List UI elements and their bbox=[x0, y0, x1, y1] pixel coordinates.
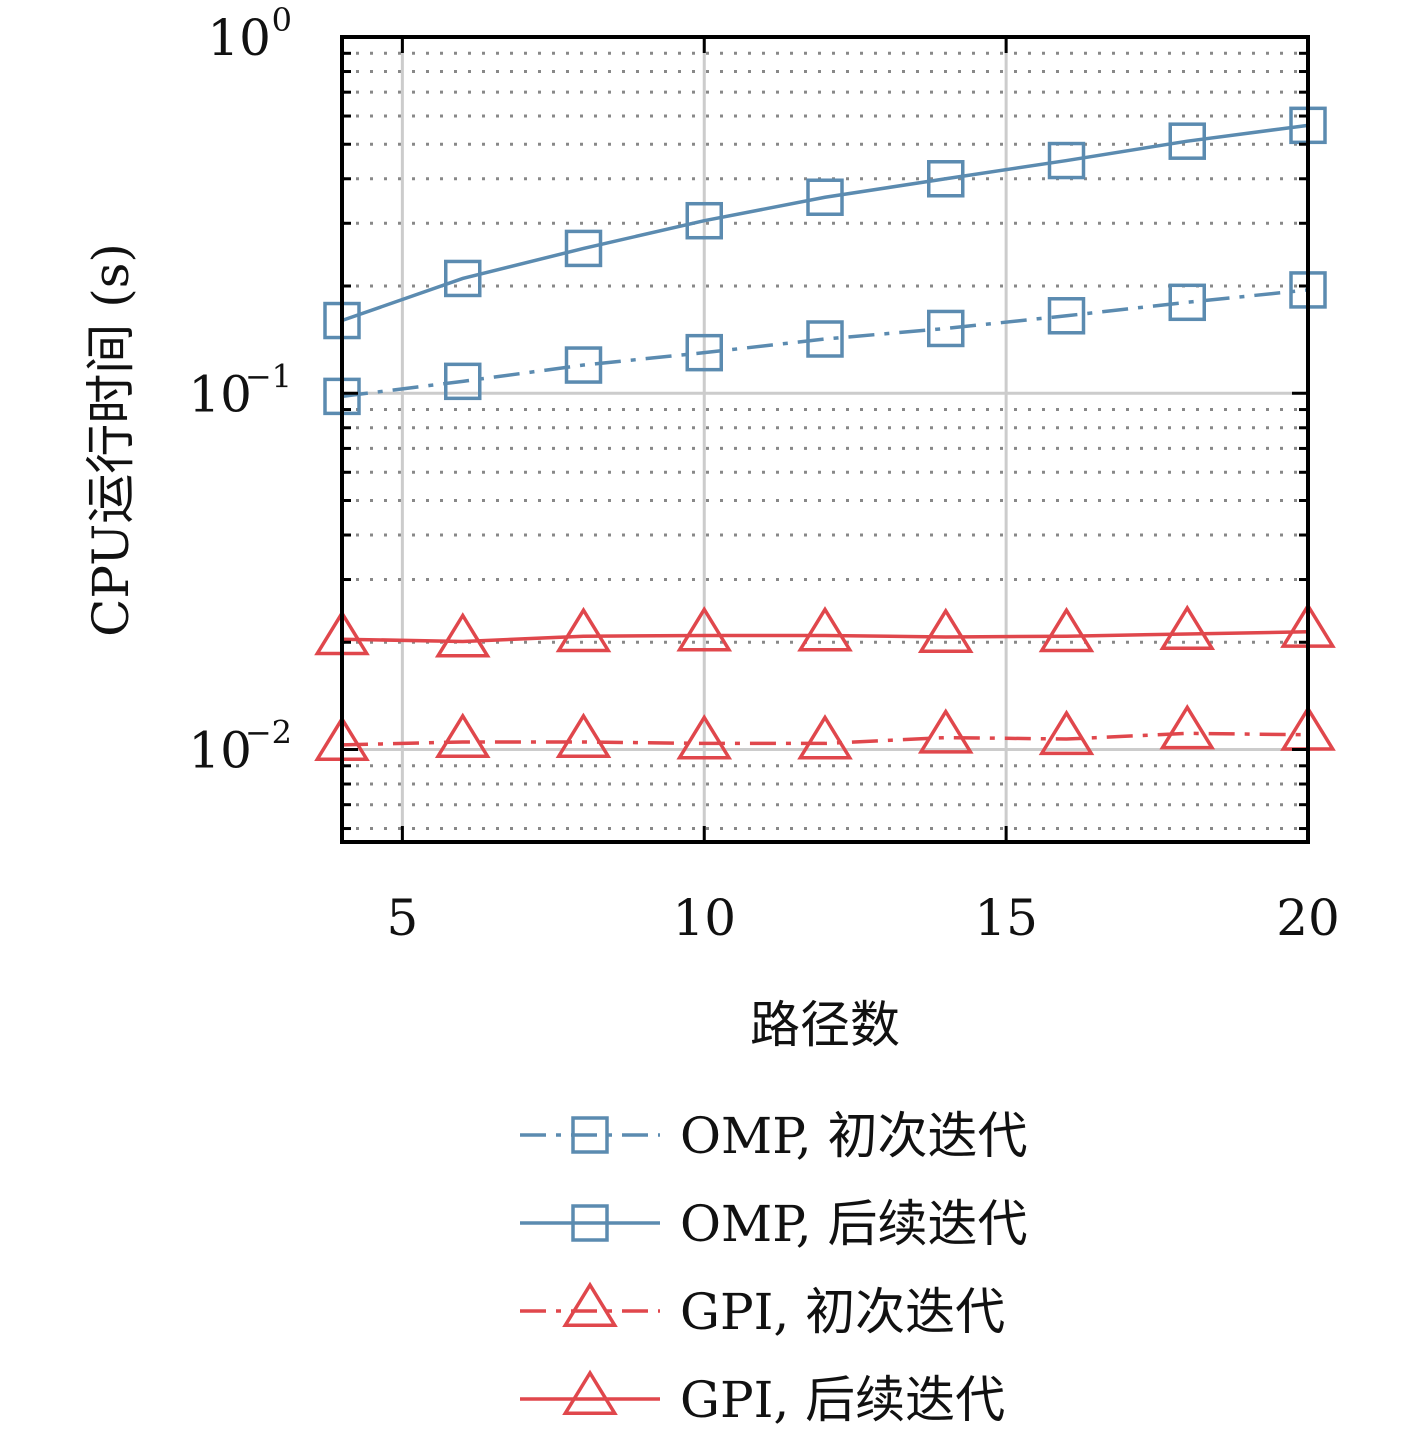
y-tick-label-exponent: −2 bbox=[245, 714, 292, 752]
data-point bbox=[434, 612, 491, 658]
legend-marker bbox=[571, 1204, 609, 1242]
y-tick-label: 10 bbox=[207, 9, 271, 67]
legend-entry: GPI, 后续迭代 bbox=[520, 1369, 1005, 1429]
data-point bbox=[676, 606, 733, 652]
legend-entry: OMP, 后续迭代 bbox=[520, 1195, 1028, 1253]
x-tick-label: 10 bbox=[672, 889, 736, 947]
data-point bbox=[444, 259, 482, 298]
y-tick-label: 10 bbox=[188, 722, 252, 780]
legend-marker bbox=[562, 1369, 618, 1416]
data-point bbox=[917, 607, 974, 653]
x-tick-label: 20 bbox=[1276, 889, 1340, 947]
x-axis-title: 路径数 bbox=[750, 996, 900, 1054]
data-point bbox=[1038, 709, 1095, 756]
data-point bbox=[564, 229, 603, 268]
legend-label: OMP, 初次迭代 bbox=[680, 1107, 1028, 1165]
grid bbox=[342, 35, 1310, 842]
legend: OMP, 初次迭代 OMP, 后续迭代 GPI, 初次迭代 GPI, 后续迭代 bbox=[520, 1107, 1028, 1429]
data-point bbox=[797, 606, 853, 652]
series-1 bbox=[323, 106, 1327, 340]
data-point bbox=[917, 708, 974, 754]
legend-marker bbox=[571, 1116, 609, 1154]
series-line bbox=[341, 630, 1309, 644]
data-point bbox=[927, 309, 965, 348]
y-tick-label: 10 bbox=[188, 365, 252, 423]
data-point bbox=[1047, 297, 1086, 335]
data-point bbox=[434, 712, 491, 759]
data-point bbox=[806, 320, 844, 358]
series-layer bbox=[314, 106, 1336, 761]
legend-label: GPI, 初次迭代 bbox=[680, 1283, 1005, 1341]
data-point bbox=[564, 346, 603, 384]
data-point bbox=[797, 714, 853, 760]
x-tick-label: 15 bbox=[974, 889, 1038, 947]
data-point bbox=[1047, 141, 1086, 180]
y-tick-label-exponent: −1 bbox=[245, 357, 292, 395]
data-point bbox=[1159, 704, 1216, 750]
data-point bbox=[1168, 122, 1206, 160]
series-2 bbox=[314, 704, 1336, 761]
data-point bbox=[555, 712, 612, 759]
series-0 bbox=[323, 271, 1327, 416]
axis-ticks: 10 010−110−25 10 15 20 bbox=[188, 1, 1339, 947]
data-point bbox=[685, 201, 723, 240]
data-point bbox=[444, 362, 482, 401]
legend-label: GPI, 后续迭代 bbox=[680, 1371, 1005, 1429]
series-line bbox=[341, 123, 1309, 323]
data-point bbox=[806, 178, 844, 216]
y-tick-label-exponent: 0 bbox=[272, 1, 292, 39]
data-point bbox=[685, 333, 723, 372]
legend-entry: OMP, 初次迭代 bbox=[520, 1107, 1028, 1165]
data-point bbox=[1159, 604, 1216, 651]
data-point bbox=[676, 714, 733, 760]
plot-frame bbox=[340, 35, 1310, 844]
series-line bbox=[341, 731, 1309, 747]
series-3 bbox=[314, 602, 1336, 658]
data-point bbox=[927, 160, 965, 198]
x-tick-label: 5 bbox=[386, 889, 418, 947]
axis-labels: 路径数 CPU运行时间 (s) bbox=[82, 243, 900, 1054]
legend-marker bbox=[562, 1281, 618, 1328]
data-point bbox=[555, 606, 612, 653]
series-line bbox=[341, 288, 1309, 399]
legend-label: OMP, 后续迭代 bbox=[680, 1195, 1028, 1253]
data-point bbox=[1038, 606, 1095, 653]
data-point bbox=[1168, 283, 1206, 322]
y-axis-title: CPU运行时间 (s) bbox=[82, 243, 140, 637]
legend-entry: GPI, 初次迭代 bbox=[520, 1281, 1005, 1341]
